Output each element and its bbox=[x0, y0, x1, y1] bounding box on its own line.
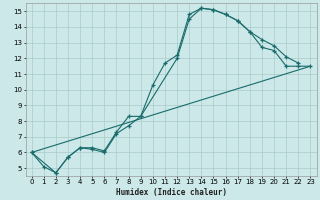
X-axis label: Humidex (Indice chaleur): Humidex (Indice chaleur) bbox=[116, 188, 227, 197]
